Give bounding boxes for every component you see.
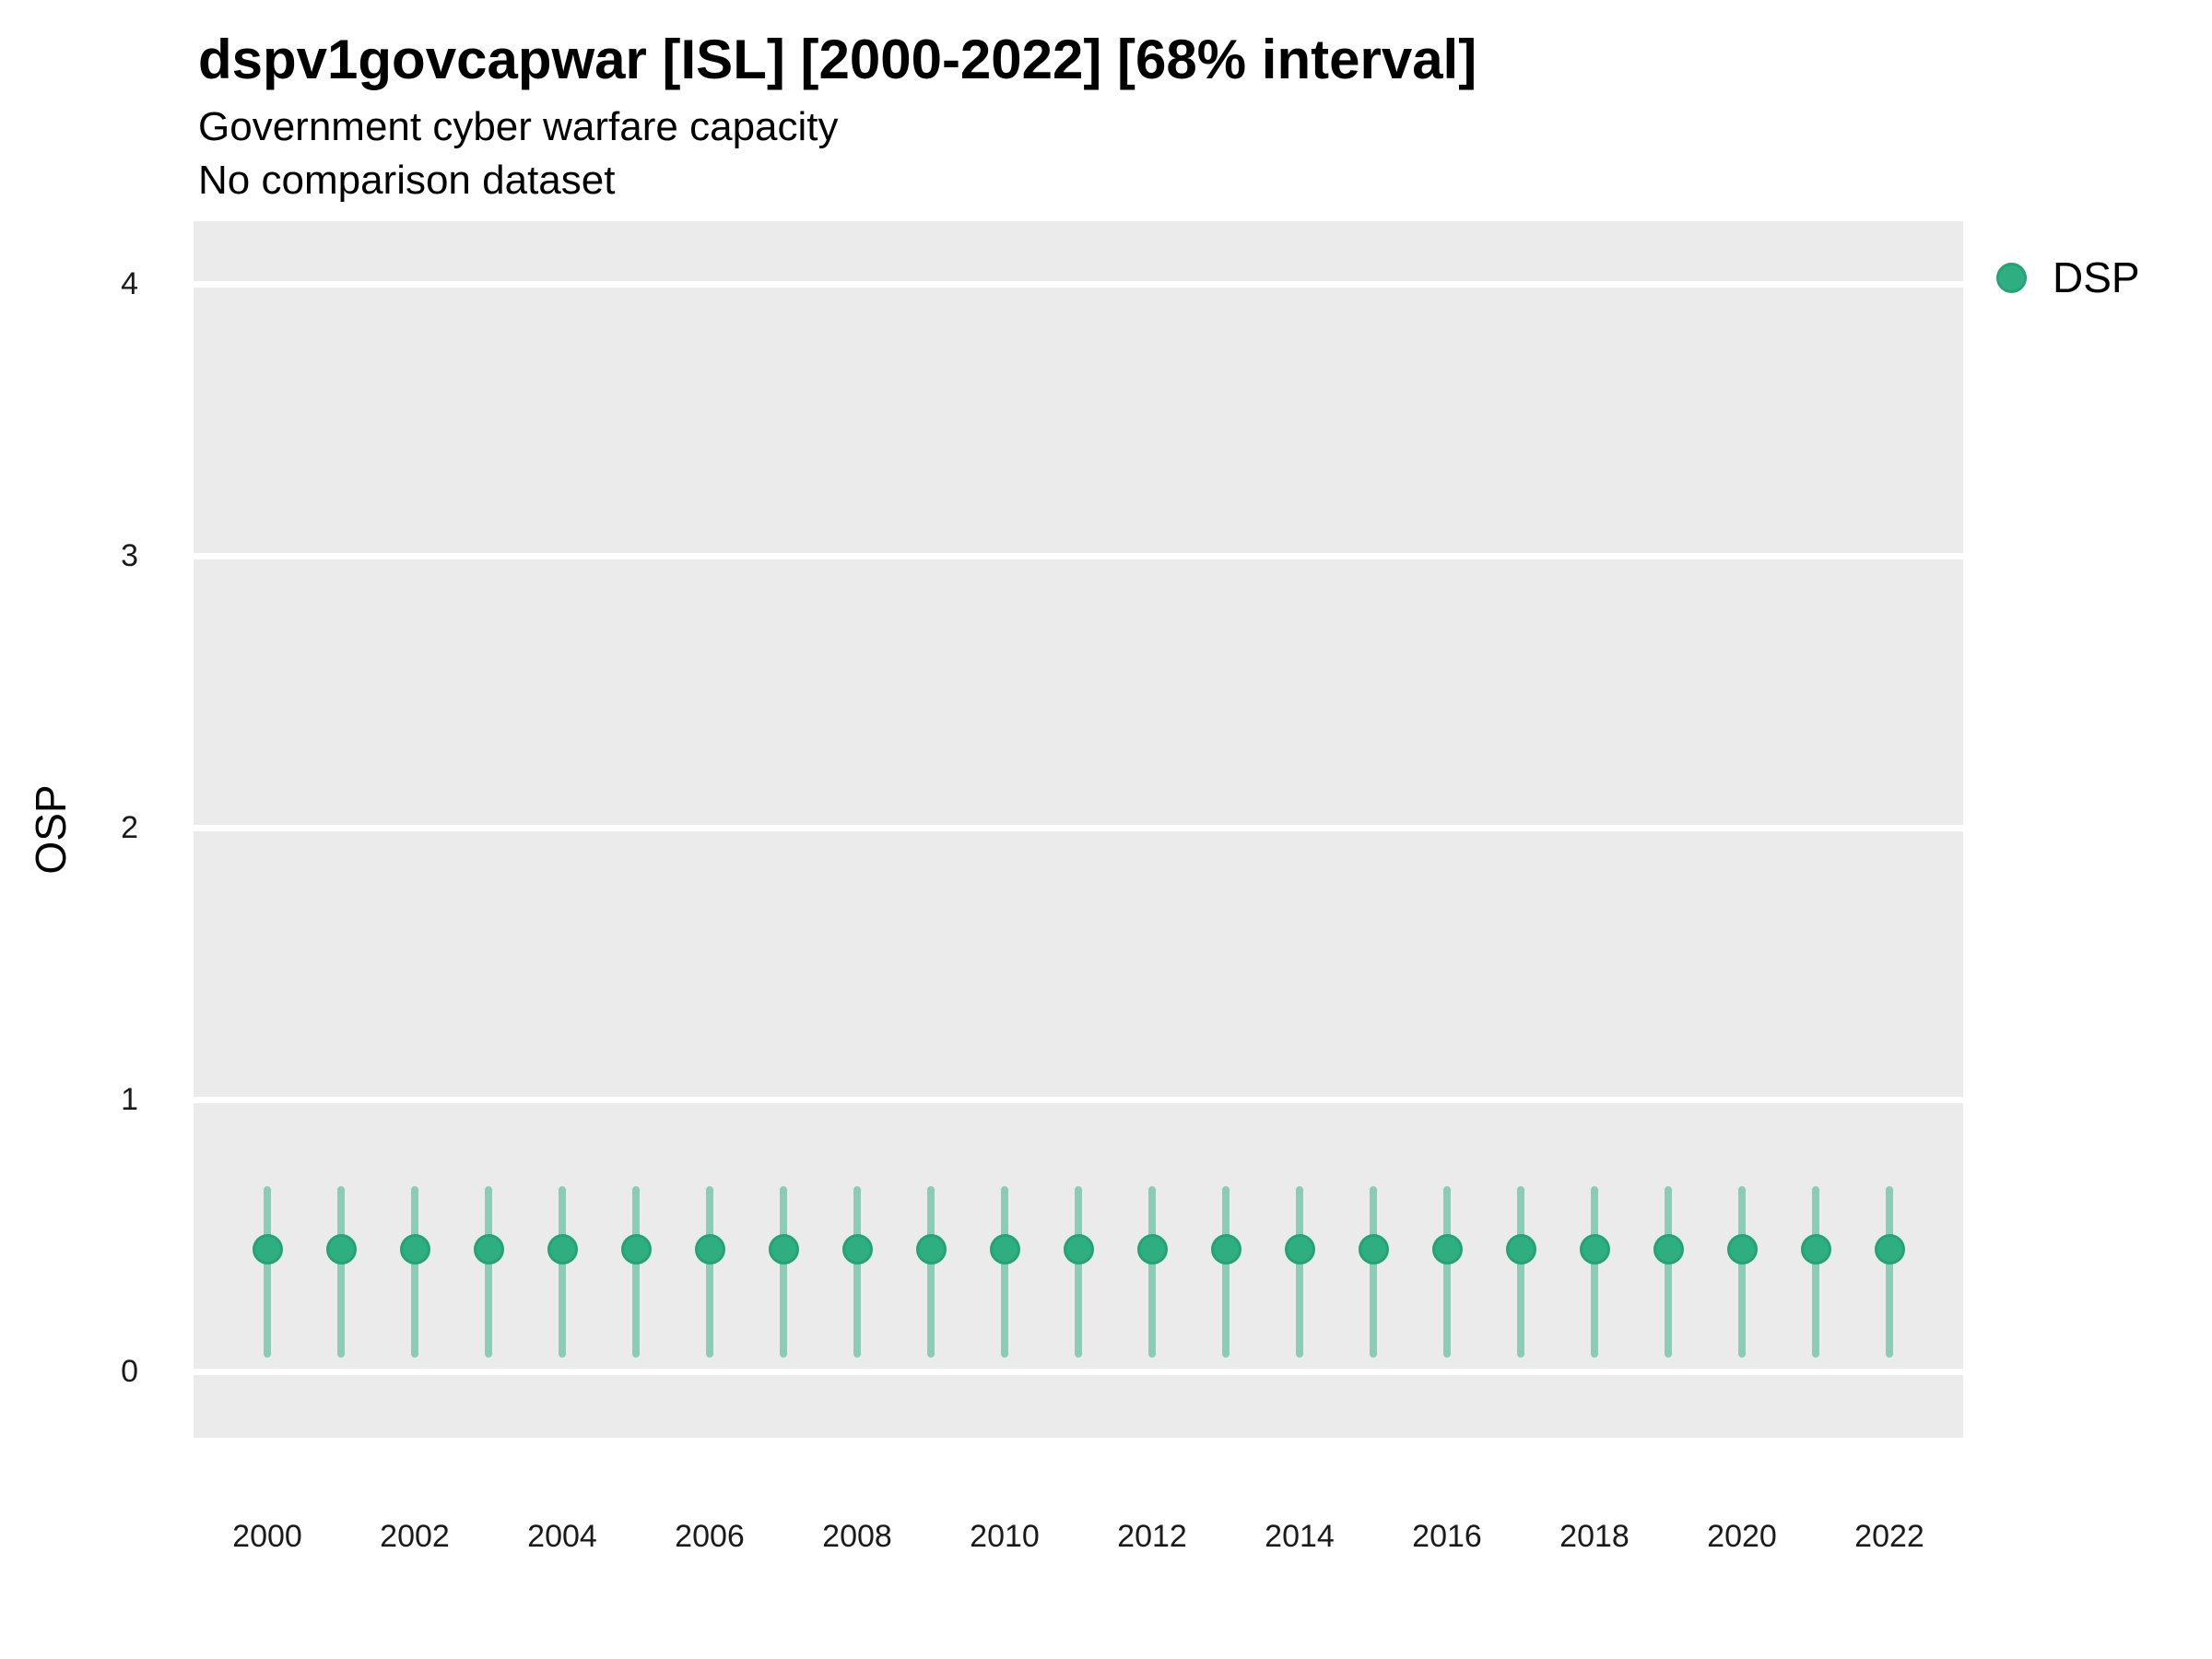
data-point-2008 bbox=[841, 1233, 873, 1265]
interval-bar-2017 bbox=[1517, 1186, 1524, 1359]
interval-bar-2016 bbox=[1443, 1186, 1451, 1359]
data-point-2003 bbox=[473, 1233, 504, 1265]
x-tick-label-2008: 2008 bbox=[822, 1519, 892, 1554]
data-point-2006 bbox=[694, 1233, 725, 1265]
interval-bar-2014 bbox=[1296, 1186, 1303, 1359]
data-point-2019 bbox=[1653, 1233, 1684, 1265]
plot-panel bbox=[194, 221, 1963, 1438]
x-tick-label-2002: 2002 bbox=[380, 1519, 450, 1554]
x-tick-label-2022: 2022 bbox=[1854, 1519, 1924, 1554]
interval-bar-2006 bbox=[706, 1186, 713, 1359]
chart-note: No comparison dataset bbox=[198, 158, 616, 203]
data-point-2005 bbox=[620, 1233, 652, 1265]
data-point-2009 bbox=[915, 1233, 947, 1265]
interval-bar-2000 bbox=[264, 1186, 271, 1359]
gridline-y-3 bbox=[194, 552, 1963, 559]
interval-bar-2003 bbox=[485, 1186, 492, 1359]
data-point-2004 bbox=[547, 1233, 578, 1265]
x-tick-label-2014: 2014 bbox=[1265, 1519, 1335, 1554]
data-point-2021 bbox=[1800, 1233, 1831, 1265]
y-axis-title: OSP bbox=[27, 784, 75, 875]
y-tick-label-3: 3 bbox=[121, 538, 138, 573]
x-tick-label-2010: 2010 bbox=[970, 1519, 1040, 1554]
chart-title: dspv1govcapwar [ISL] [2000-2022] [68% in… bbox=[198, 29, 1477, 90]
data-point-2014 bbox=[1284, 1233, 1315, 1265]
data-point-2015 bbox=[1358, 1233, 1389, 1265]
data-point-2010 bbox=[989, 1233, 1020, 1265]
data-point-2020 bbox=[1726, 1233, 1758, 1265]
interval-bar-2009 bbox=[927, 1186, 935, 1359]
gridline-y-4 bbox=[194, 280, 1963, 288]
interval-bar-2010 bbox=[1001, 1186, 1008, 1359]
data-point-2017 bbox=[1505, 1233, 1536, 1265]
x-tick-label-2018: 2018 bbox=[1559, 1519, 1630, 1554]
interval-bar-2001 bbox=[337, 1186, 345, 1359]
interval-bar-2004 bbox=[559, 1186, 566, 1359]
y-tick-label-1: 1 bbox=[121, 1082, 138, 1117]
x-tick-label-2004: 2004 bbox=[527, 1519, 597, 1554]
legend-point-icon bbox=[1996, 262, 2027, 293]
legend-label: DSP bbox=[2053, 253, 2140, 301]
interval-bar-2015 bbox=[1370, 1186, 1377, 1359]
interval-bar-2011 bbox=[1075, 1186, 1082, 1359]
data-point-2022 bbox=[1874, 1233, 1905, 1265]
interval-bar-2005 bbox=[632, 1186, 640, 1359]
interval-bar-2007 bbox=[780, 1186, 787, 1359]
x-tick-label-2000: 2000 bbox=[232, 1519, 302, 1554]
data-point-2018 bbox=[1579, 1233, 1610, 1265]
interval-bar-2012 bbox=[1148, 1186, 1156, 1359]
interval-bar-2013 bbox=[1222, 1186, 1230, 1359]
interval-bar-2008 bbox=[853, 1186, 861, 1359]
gridline-y-2 bbox=[194, 824, 1963, 831]
data-point-2002 bbox=[399, 1233, 430, 1265]
y-tick-label-0: 0 bbox=[121, 1354, 138, 1389]
data-point-2013 bbox=[1210, 1233, 1241, 1265]
interval-bar-2019 bbox=[1665, 1186, 1672, 1359]
x-tick-label-2006: 2006 bbox=[675, 1519, 745, 1554]
gridline-y-1 bbox=[194, 1096, 1963, 1103]
data-point-2011 bbox=[1063, 1233, 1094, 1265]
data-point-2007 bbox=[768, 1233, 799, 1265]
y-tick-label-4: 4 bbox=[121, 266, 138, 301]
legend: DSP bbox=[1996, 256, 2140, 299]
data-point-2016 bbox=[1431, 1233, 1463, 1265]
interval-bar-2018 bbox=[1591, 1186, 1598, 1359]
x-tick-label-2020: 2020 bbox=[1707, 1519, 1777, 1554]
interval-bar-2021 bbox=[1812, 1186, 1819, 1359]
interval-bar-2020 bbox=[1738, 1186, 1746, 1359]
data-point-2001 bbox=[325, 1233, 357, 1265]
y-tick-label-2: 2 bbox=[121, 810, 138, 845]
chart-subtitle: Government cyber warfare capacity bbox=[198, 104, 839, 149]
x-tick-label-2016: 2016 bbox=[1412, 1519, 1482, 1554]
interval-bar-2002 bbox=[411, 1186, 418, 1359]
data-point-2012 bbox=[1136, 1233, 1168, 1265]
interval-bar-2022 bbox=[1886, 1186, 1893, 1359]
data-point-2000 bbox=[252, 1233, 283, 1265]
gridline-y-0 bbox=[194, 1368, 1963, 1375]
x-tick-label-2012: 2012 bbox=[1117, 1519, 1187, 1554]
